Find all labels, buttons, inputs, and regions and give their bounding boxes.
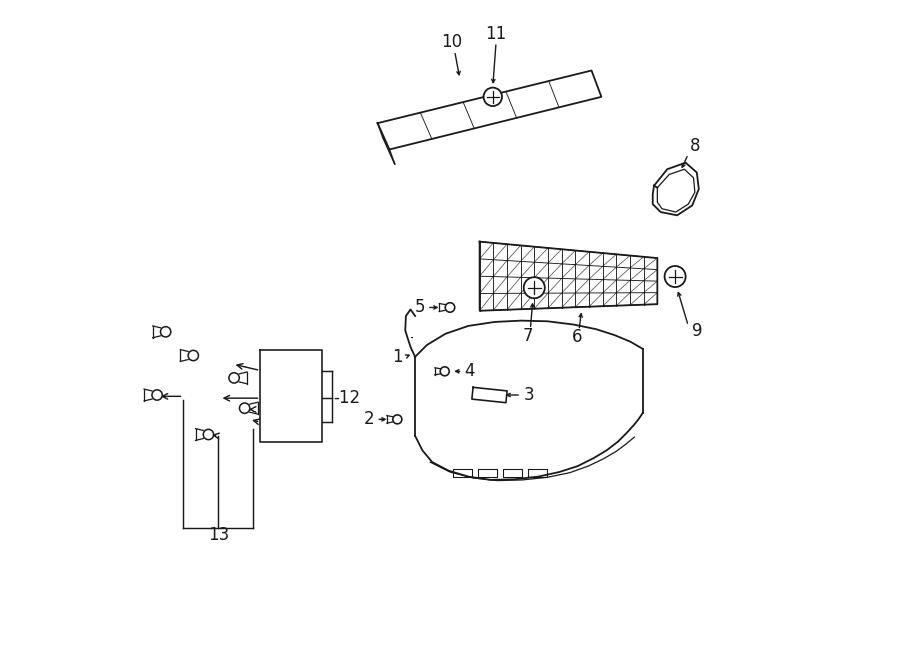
- Text: 5: 5: [415, 299, 425, 317]
- Text: 11: 11: [485, 25, 507, 44]
- Circle shape: [664, 266, 686, 287]
- Circle shape: [483, 88, 502, 106]
- Text: -12: -12: [334, 389, 361, 407]
- Circle shape: [440, 367, 449, 376]
- Text: 13: 13: [208, 525, 229, 543]
- Circle shape: [446, 303, 454, 312]
- Text: 6: 6: [572, 328, 582, 346]
- Circle shape: [239, 403, 250, 413]
- Circle shape: [229, 373, 239, 383]
- Text: 9: 9: [691, 321, 702, 340]
- Circle shape: [188, 350, 199, 361]
- Text: 1: 1: [392, 348, 402, 366]
- Circle shape: [392, 415, 401, 424]
- Text: 2: 2: [364, 410, 374, 428]
- Text: 8: 8: [689, 137, 700, 155]
- Text: 3: 3: [524, 386, 535, 404]
- Circle shape: [160, 327, 171, 337]
- Circle shape: [524, 277, 544, 298]
- Text: 7: 7: [522, 327, 533, 345]
- Text: 4: 4: [464, 362, 475, 380]
- Text: 10: 10: [441, 33, 462, 51]
- Circle shape: [203, 430, 213, 440]
- Circle shape: [152, 390, 162, 400]
